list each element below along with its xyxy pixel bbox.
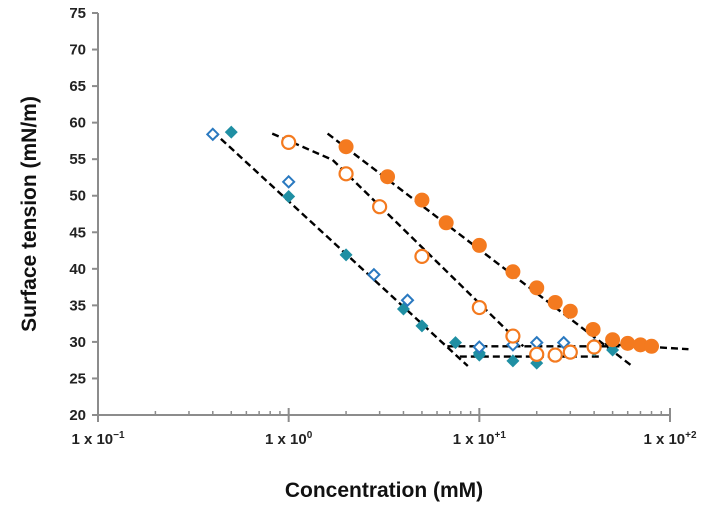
point-open-circle <box>547 347 563 363</box>
point-filled-circle <box>547 294 563 310</box>
point-open-circle <box>372 199 388 215</box>
point-open-diamond <box>400 293 415 308</box>
point-filled-circle <box>471 237 487 253</box>
y-tick-label: 50 <box>69 188 86 205</box>
point-filled-diamond <box>449 336 463 350</box>
trendline-diamond-slope <box>211 130 469 367</box>
x-tick-label: 1 x 10+1 <box>453 430 507 448</box>
point-open-diamond <box>281 174 296 189</box>
point-filled-circle <box>644 338 660 354</box>
point-filled-circle <box>620 335 636 351</box>
series-open-circle <box>281 134 602 363</box>
point-filled-diamond <box>472 348 486 362</box>
y-tick-label: 75 <box>69 5 86 22</box>
point-filled-circle <box>529 280 545 296</box>
point-filled-circle <box>505 264 521 280</box>
series-filled-circle <box>338 139 660 354</box>
x-tick-label: 1 x 10+2 <box>643 430 697 448</box>
point-filled-circle <box>585 321 601 337</box>
y-tick-label: 70 <box>69 42 86 59</box>
y-tick-label: 25 <box>69 370 86 387</box>
data-points <box>205 125 660 370</box>
point-filled-circle <box>605 332 621 348</box>
trendline-open-circle-slope <box>271 132 525 348</box>
point-filled-circle <box>438 215 454 231</box>
point-open-circle <box>586 339 602 355</box>
point-open-circle <box>529 346 545 362</box>
y-tick-label: 35 <box>69 297 86 314</box>
tick-labels: 20 25 30 35 40 45 50 55 60 65 70 75 1 x 10−1 1 x 100 1… <box>69 5 697 448</box>
point-open-diamond <box>367 267 381 282</box>
point-filled-circle <box>632 337 648 353</box>
point-open-diamond <box>205 127 220 142</box>
x-tick-label: 1 x 100 <box>265 430 313 448</box>
point-filled-diamond <box>415 319 429 333</box>
trendlines <box>211 130 689 368</box>
point-filled-diamond <box>224 125 238 139</box>
point-open-circle <box>471 299 487 316</box>
x-axis-title: Concentration (mM) <box>285 479 483 502</box>
point-open-circle <box>505 328 521 344</box>
y-axis-title: Surface tension (mN/m) <box>18 96 41 332</box>
point-filled-circle <box>338 139 354 155</box>
point-open-circle <box>338 166 354 182</box>
point-open-diamond <box>556 335 571 350</box>
point-filled-diamond <box>282 189 296 203</box>
y-tick-label: 40 <box>69 261 86 278</box>
y-tick-label: 60 <box>69 115 86 132</box>
y-tick-label: 45 <box>69 224 86 241</box>
y-tick-label: 55 <box>69 151 86 168</box>
point-filled-circle <box>562 303 578 319</box>
point-open-circle <box>281 134 297 150</box>
series-open-diamond <box>205 127 602 354</box>
point-open-diamond <box>472 340 487 354</box>
point-open-circle <box>414 248 430 264</box>
point-filled-circle <box>380 169 396 185</box>
point-filled-diamond <box>606 343 620 357</box>
y-tick-label: 30 <box>69 334 86 351</box>
point-open-circle <box>562 344 578 360</box>
axes <box>92 12 671 422</box>
point-filled-diamond <box>506 354 520 368</box>
y-tick-label: 65 <box>69 78 86 95</box>
point-filled-diamond <box>339 248 353 262</box>
x-tick-label: 1 x 10−1 <box>71 430 125 448</box>
y-tick-label: 20 <box>69 407 86 424</box>
point-filled-circle <box>414 192 430 208</box>
